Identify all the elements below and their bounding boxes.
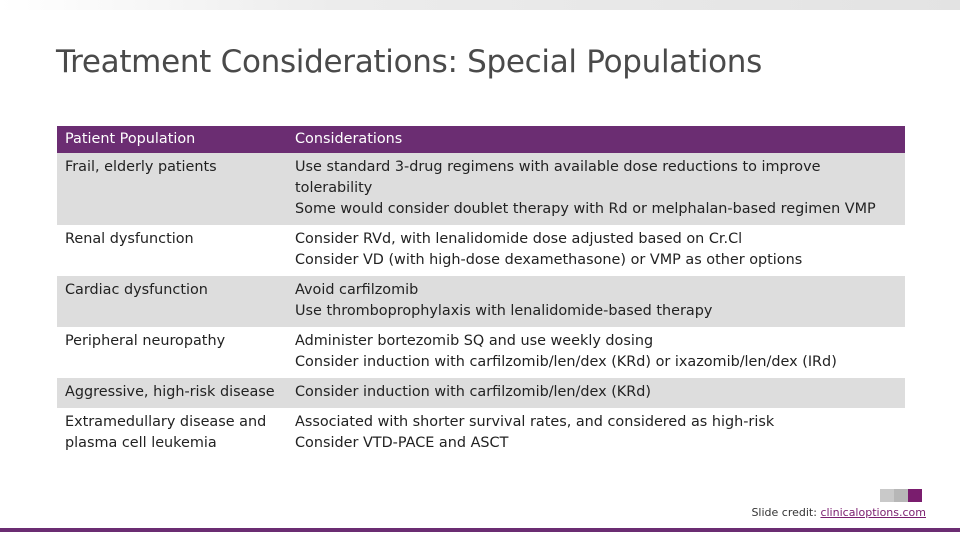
considerations-cell: Associated with shorter survival rates, … bbox=[287, 408, 905, 459]
population-cell: Extramedullary disease and plasma cell l… bbox=[65, 414, 267, 451]
population-cell: Renal dysfunction bbox=[65, 231, 194, 247]
population-cell: Frail, elderly patients bbox=[57, 153, 287, 225]
cco-logo-icon bbox=[880, 489, 922, 502]
top-decorative-band bbox=[0, 0, 960, 10]
consideration-line: Consider induction with carfilzomib/len/… bbox=[295, 354, 837, 370]
bottom-accent-bar bbox=[0, 528, 960, 532]
consideration-line: Associated with shorter survival rates, … bbox=[295, 414, 775, 430]
table-row: Frail, elderly patients Use standard 3-d… bbox=[57, 153, 905, 225]
logo-block-3 bbox=[908, 489, 922, 502]
consideration-line: Consider RVd, with lenalidomide dose adj… bbox=[295, 231, 743, 247]
consideration-line: Consider induction with carfilzomib/len/… bbox=[295, 384, 651, 400]
considerations-cell: Consider RVd, with lenalidomide dose adj… bbox=[287, 225, 905, 276]
considerations-cell: Administer bortezomib SQ and use weekly … bbox=[287, 327, 905, 378]
table-row: Extramedullary disease and plasma cell l… bbox=[57, 408, 905, 459]
table-row: Peripheral neuropathy Administer bortezo… bbox=[57, 327, 905, 378]
consideration-line: Administer bortezomib SQ and use weekly … bbox=[295, 333, 654, 349]
population-cell: Aggressive, high-risk disease bbox=[57, 378, 287, 408]
table-row: Aggressive, high-risk disease Consider i… bbox=[57, 378, 905, 408]
header-patient-population: Patient Population bbox=[57, 126, 287, 153]
population-cell: Cardiac dysfunction bbox=[57, 276, 287, 327]
considerations-table: Patient Population Considerations Frail,… bbox=[57, 126, 905, 459]
considerations-cell: Consider induction with carfilzomib/len/… bbox=[287, 378, 905, 408]
considerations-cell: Use standard 3-drug regimens with availa… bbox=[287, 153, 905, 225]
considerations-cell: Avoid carfilzomib Use thromboprophylaxis… bbox=[287, 276, 905, 327]
consideration-line: Consider VTD-PACE and ASCT bbox=[295, 435, 509, 451]
logo-block-2 bbox=[894, 489, 908, 502]
population-cell: Peripheral neuropathy bbox=[65, 333, 226, 349]
table-row: Cardiac dysfunction Avoid carfilzomib Us… bbox=[57, 276, 905, 327]
consideration-line: Consider VD (with high-dose dexamethason… bbox=[295, 252, 803, 268]
consideration-line: Some would consider doublet therapy with… bbox=[295, 201, 876, 217]
slide-title: Treatment Considerations: Special Popula… bbox=[56, 44, 763, 80]
consideration-line: Use standard 3-drug regimens with availa… bbox=[295, 159, 821, 196]
consideration-line: Avoid carfilzomib bbox=[295, 282, 419, 298]
credit-link[interactable]: clinicaloptions.com bbox=[820, 506, 926, 519]
slide-credit: Slide credit: clinicaloptions.com bbox=[751, 506, 926, 519]
credit-label: Slide credit: bbox=[751, 506, 821, 519]
table-row: Renal dysfunction Consider RVd, with len… bbox=[57, 225, 905, 276]
table-header-row: Patient Population Considerations bbox=[57, 126, 905, 153]
logo-block-1 bbox=[880, 489, 894, 502]
consideration-line: Use thromboprophylaxis with lenalidomide… bbox=[295, 303, 713, 319]
header-considerations: Considerations bbox=[287, 126, 905, 153]
